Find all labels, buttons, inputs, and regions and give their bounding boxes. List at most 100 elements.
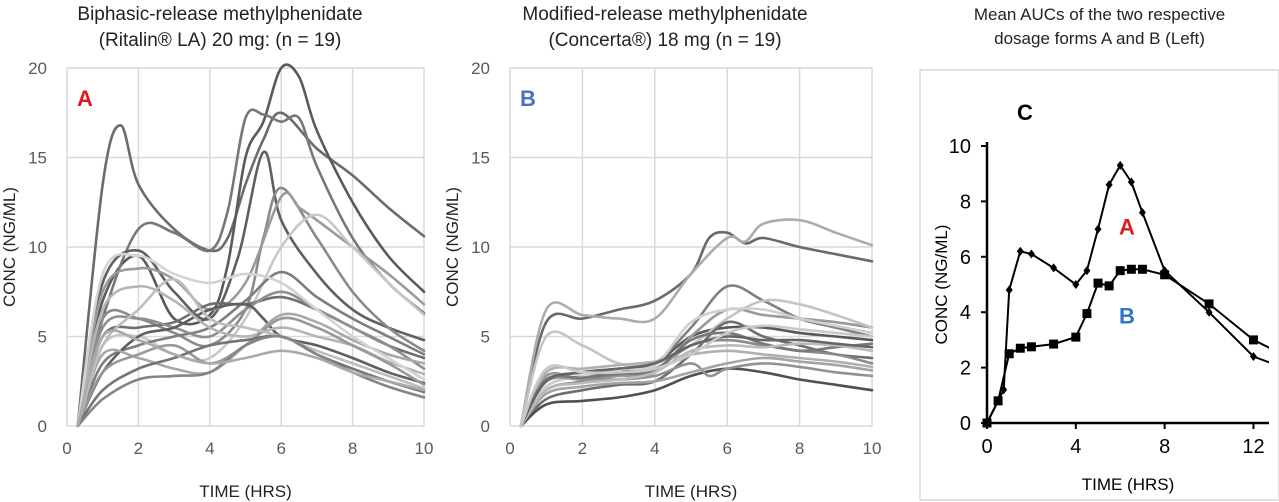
chart-a-svg: 0 2 4 6 8 10 0 5 10 15 20 TIME (HRS) CONC (NG/ML) A bbox=[0, 59, 434, 501]
series-line-a bbox=[76, 213, 426, 428]
series-marker-c bbox=[1127, 177, 1135, 187]
series-marker-c bbox=[1071, 332, 1081, 342]
series-line-c bbox=[987, 163, 1269, 424]
y-tick-label-a: 5 bbox=[38, 328, 47, 347]
chart-title-c: Mean AUCs of the two respective dosage f… bbox=[920, 3, 1279, 51]
series-line-a bbox=[76, 277, 426, 428]
series-marker-c bbox=[1160, 270, 1170, 280]
x-tick-label-b: 0 bbox=[505, 439, 514, 458]
series-marker-c bbox=[1004, 349, 1014, 359]
x-tick-label-c: 8 bbox=[1159, 436, 1170, 458]
chart-title-b-line2: (Concerta®) 18 mg (n = 19) bbox=[548, 30, 782, 51]
x-axis-label-b: TIME (HRS) bbox=[645, 482, 738, 501]
series-line-b bbox=[519, 324, 874, 428]
x-tick-label-a: 6 bbox=[276, 439, 285, 458]
series-line-a bbox=[76, 302, 426, 428]
series-marker-c bbox=[1126, 264, 1136, 274]
y-tick-label-a: 15 bbox=[28, 149, 47, 168]
series-marker-c bbox=[1049, 339, 1059, 349]
y-tick-label-b: 0 bbox=[481, 417, 490, 436]
panel-label-b: B bbox=[520, 86, 536, 111]
series-marker-c bbox=[1005, 285, 1013, 295]
series-marker-c bbox=[1083, 266, 1091, 276]
x-axis-label-c: TIME (HRS) bbox=[1082, 475, 1175, 494]
chart-title-b-line1: Modified-release methylphenidate bbox=[522, 4, 808, 25]
chart-panel-c: Mean AUCs of the two respective dosage f… bbox=[919, 0, 1279, 502]
y-tick-label-b: 5 bbox=[481, 328, 490, 347]
chart-title-b: Modified-release methylphenidate (Concer… bbox=[440, 2, 890, 54]
chart-title-a-line1: Biphasic-release methylphenidate bbox=[77, 4, 363, 25]
x-tick-label-a: 2 bbox=[134, 439, 143, 458]
chart-c-svg: 0 2 4 6 8 10 0 4 8 12 TIME (HRS) CONC (NG/ML) C A B bbox=[919, 69, 1279, 501]
series-line-a bbox=[76, 334, 426, 428]
series-line-b bbox=[519, 284, 874, 428]
series-marker-c bbox=[1104, 281, 1114, 291]
series-line-b bbox=[519, 342, 874, 428]
series-line-b bbox=[519, 218, 874, 428]
series-marker-c bbox=[1249, 352, 1257, 362]
series-marker-c bbox=[1115, 266, 1125, 276]
series-line-a bbox=[76, 270, 426, 428]
series-line-a bbox=[76, 108, 426, 428]
series-marker-c bbox=[1016, 246, 1024, 256]
y-axis-label-c: CONC (NG/ML) bbox=[932, 225, 951, 345]
x-axis-label-a: TIME (HRS) bbox=[199, 482, 292, 501]
series-line-a bbox=[76, 290, 426, 428]
chart-title-c-line1: Mean AUCs of the two respective bbox=[973, 5, 1226, 24]
series-marker-c bbox=[1015, 343, 1025, 353]
x-tick-label-a: 8 bbox=[348, 439, 357, 458]
x-tick-label-b: 10 bbox=[863, 439, 882, 458]
y-tick-label-b: 20 bbox=[471, 59, 490, 78]
x-tick-label-b: 6 bbox=[722, 439, 731, 458]
series-marker-c bbox=[1082, 309, 1092, 319]
y-tick-label-a: 10 bbox=[28, 238, 47, 257]
x-tick-label-a: 0 bbox=[62, 439, 71, 458]
series-marker-c bbox=[1026, 342, 1036, 352]
y-tick-label-a: 0 bbox=[38, 417, 47, 436]
chart-title-c-line2: dosage forms A and B (Left) bbox=[994, 29, 1205, 48]
x-tick-label-b: 2 bbox=[578, 439, 587, 458]
series-marker-c bbox=[1093, 278, 1103, 288]
x-tick-label-c: 4 bbox=[1070, 436, 1081, 458]
series-line-a bbox=[76, 252, 426, 428]
x-tick-label-b: 8 bbox=[795, 439, 804, 458]
y-tick-label-b: 10 bbox=[471, 238, 490, 257]
chart-b-svg: 0 2 4 6 8 10 0 5 10 15 20 TIME (HRS) CONC (NG/ML) B bbox=[443, 59, 882, 501]
series-line-b bbox=[519, 335, 874, 428]
series-marker-c bbox=[982, 418, 992, 428]
y-tick-label-c: 8 bbox=[960, 191, 971, 213]
y-tick-label-a: 20 bbox=[28, 59, 47, 78]
series-line-b bbox=[519, 230, 874, 428]
y-axis-label-b: CONC (NG/ML) bbox=[443, 187, 462, 307]
y-tick-label-c: 10 bbox=[949, 136, 971, 158]
series-line-b bbox=[519, 356, 874, 428]
series-line-a bbox=[76, 334, 426, 428]
series-marker-c bbox=[1116, 160, 1124, 170]
series-line-b bbox=[519, 331, 874, 428]
series-marker-c bbox=[1248, 335, 1258, 345]
chart-c-frame bbox=[919, 69, 1279, 501]
series-line-a bbox=[76, 186, 426, 428]
x-tick-label-c: 0 bbox=[981, 436, 992, 458]
chart-title-a-line2: (Ritalin® LA) 20 mg: (n = 19) bbox=[98, 30, 342, 51]
chart-title-a: Biphasic-release methylphenidate (Ritali… bbox=[0, 2, 440, 54]
series-marker-c bbox=[1027, 249, 1035, 259]
x-tick-label-c: 12 bbox=[1242, 436, 1264, 458]
series-marker-c bbox=[1204, 299, 1214, 309]
series-marker-c bbox=[1094, 224, 1102, 234]
x-tick-label-a: 10 bbox=[415, 439, 434, 458]
series-marker-c bbox=[1137, 264, 1147, 274]
series-label-c: A bbox=[1119, 215, 1135, 240]
chart-panel-a: Biphasic-release methylphenidate (Ritali… bbox=[0, 0, 440, 502]
x-tick-label-b: 4 bbox=[650, 439, 659, 458]
series-line-a bbox=[76, 329, 426, 428]
y-tick-label-c: 4 bbox=[960, 302, 971, 324]
y-axis-label-a: CONC (NG/ML) bbox=[0, 187, 19, 307]
series-marker-c bbox=[1138, 207, 1146, 217]
series-marker-c bbox=[1050, 263, 1058, 273]
series-line-b bbox=[519, 367, 874, 428]
y-tick-label-c: 2 bbox=[960, 358, 971, 380]
x-tick-label-a: 4 bbox=[205, 439, 214, 458]
chart-panel-b: Modified-release methylphenidate (Concer… bbox=[440, 0, 890, 502]
series-marker-c bbox=[993, 396, 1003, 406]
